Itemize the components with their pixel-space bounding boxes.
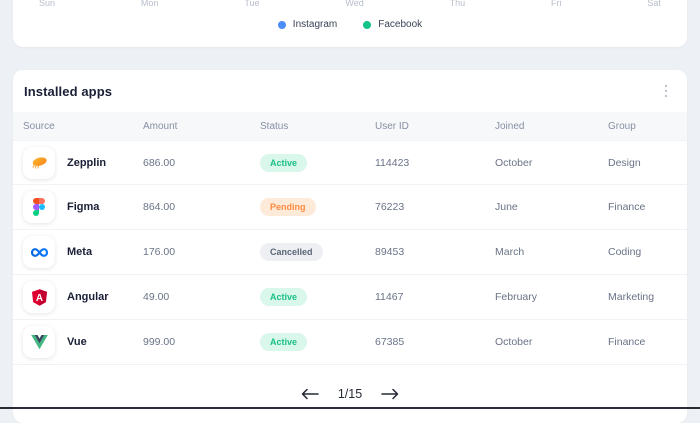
chart-x-axis: Sun Mon Tue Wed Thu Fri Sat <box>13 0 687 8</box>
source-cell: Vue <box>23 326 143 358</box>
amount-cell: 686.00 <box>143 156 176 169</box>
axis-label: Tue <box>244 0 260 8</box>
source-name: Meta <box>67 246 93 258</box>
legend-dot-icon <box>277 20 286 29</box>
joined-cell: October <box>495 156 533 169</box>
pagination: 1/15 <box>13 365 687 423</box>
table-row[interactable]: Figma 864.00 Pending 76223 June Finance <box>13 185 687 230</box>
source-name: Angular <box>67 291 109 303</box>
user-id-cell: 67385 <box>375 336 405 348</box>
legend-item: Instagram <box>277 19 338 30</box>
axis-label: Sat <box>647 0 661 8</box>
kebab-menu-icon[interactable] <box>659 80 674 103</box>
amount-cell: 999.00 <box>143 336 176 348</box>
table-row[interactable]: Vue 999.00 Active 67385 October Finance <box>13 320 687 365</box>
joined-cell: February <box>495 291 538 303</box>
source-name: Figma <box>67 201 100 213</box>
status-cell: Pending <box>260 198 375 216</box>
source-cell: Figma <box>23 191 143 223</box>
user-id-cell: 114423 <box>375 156 410 169</box>
axis-label: Mon <box>140 0 159 8</box>
installed-apps-card: Installed apps Source Amount Status User ID… <box>13 70 687 423</box>
zepplin-logo-icon <box>23 146 55 179</box>
axis-label: Wed <box>345 0 364 8</box>
column-header: Group <box>608 120 636 132</box>
axis-label: Sun <box>39 0 56 8</box>
chart-legend: Instagram Facebook <box>13 19 687 30</box>
status-cell: Active <box>260 333 375 351</box>
column-header: Amount <box>143 120 178 132</box>
legend-dot-icon <box>363 20 372 29</box>
page-indicator: 1/15 <box>337 387 363 401</box>
axis-label: Thu <box>449 0 466 8</box>
column-header: Source <box>23 120 55 132</box>
chart-card: Sun Mon Tue Wed Thu Fri Sat Instagram Facebook <box>13 0 687 47</box>
legend-label: Facebook <box>378 19 423 30</box>
status-badge: Active <box>260 153 308 172</box>
table-row[interactable]: Meta 176.00 Cancelled 89453 March Coding <box>13 230 687 275</box>
source-cell: A Angular <box>23 281 143 313</box>
legend-item: Facebook <box>363 19 422 30</box>
status-badge: Cancelled <box>260 243 323 261</box>
column-header: User ID <box>375 120 409 132</box>
figma-logo-icon <box>23 191 55 223</box>
joined-cell: March <box>495 246 525 258</box>
user-id-cell: 76223 <box>375 201 405 213</box>
group-cell: Coding <box>608 246 642 258</box>
status-cell: Active <box>260 288 375 306</box>
source-cell: Zepplin <box>23 146 143 179</box>
user-id-cell: 89453 <box>375 246 405 258</box>
status-badge: Pending <box>260 198 316 216</box>
user-id-cell: 11467 <box>375 291 404 303</box>
table-row[interactable]: Zepplin 686.00 Active 114423 October Design <box>13 140 687 185</box>
table-body: Zepplin 686.00 Active 114423 October Design Fi… <box>13 140 687 365</box>
joined-cell: October <box>495 336 533 348</box>
amount-cell: 864.00 <box>143 201 176 213</box>
source-cell: Meta <box>23 236 143 268</box>
svg-text:A: A <box>35 292 42 303</box>
source-name: Zepplin <box>67 156 107 169</box>
legend-label: Instagram <box>292 19 338 30</box>
angular-logo-icon: A <box>23 281 55 313</box>
status-badge: Active <box>260 333 308 351</box>
joined-cell: June <box>495 201 518 213</box>
table-row[interactable]: A Angular 49.00 Active 11467 February Marketin… <box>13 275 687 320</box>
amount-cell: 176.00 <box>143 246 176 258</box>
status-cell: Cancelled <box>260 243 375 261</box>
meta-logo-icon <box>23 236 55 268</box>
table-header-row: Source Amount Status User ID Joined Group <box>13 112 687 140</box>
group-cell: Finance <box>608 336 646 348</box>
column-header: Joined <box>495 120 525 132</box>
status-badge: Active <box>260 288 308 306</box>
source-name: Vue <box>67 336 87 348</box>
screen-bottom-edge <box>0 407 700 409</box>
group-cell: Finance <box>608 201 646 213</box>
vue-logo-icon <box>23 326 55 358</box>
arrow-right-icon[interactable] <box>377 384 403 404</box>
status-cell: Active <box>260 153 375 172</box>
axis-label: Fri <box>551 0 562 8</box>
group-cell: Marketing <box>608 291 655 303</box>
group-cell: Design <box>608 156 641 169</box>
installed-apps-header: Installed apps <box>13 70 687 112</box>
card-title: Installed apps <box>24 83 113 99</box>
amount-cell: 49.00 <box>143 291 170 303</box>
arrow-left-icon[interactable] <box>297 384 323 404</box>
column-header: Status <box>260 120 289 132</box>
